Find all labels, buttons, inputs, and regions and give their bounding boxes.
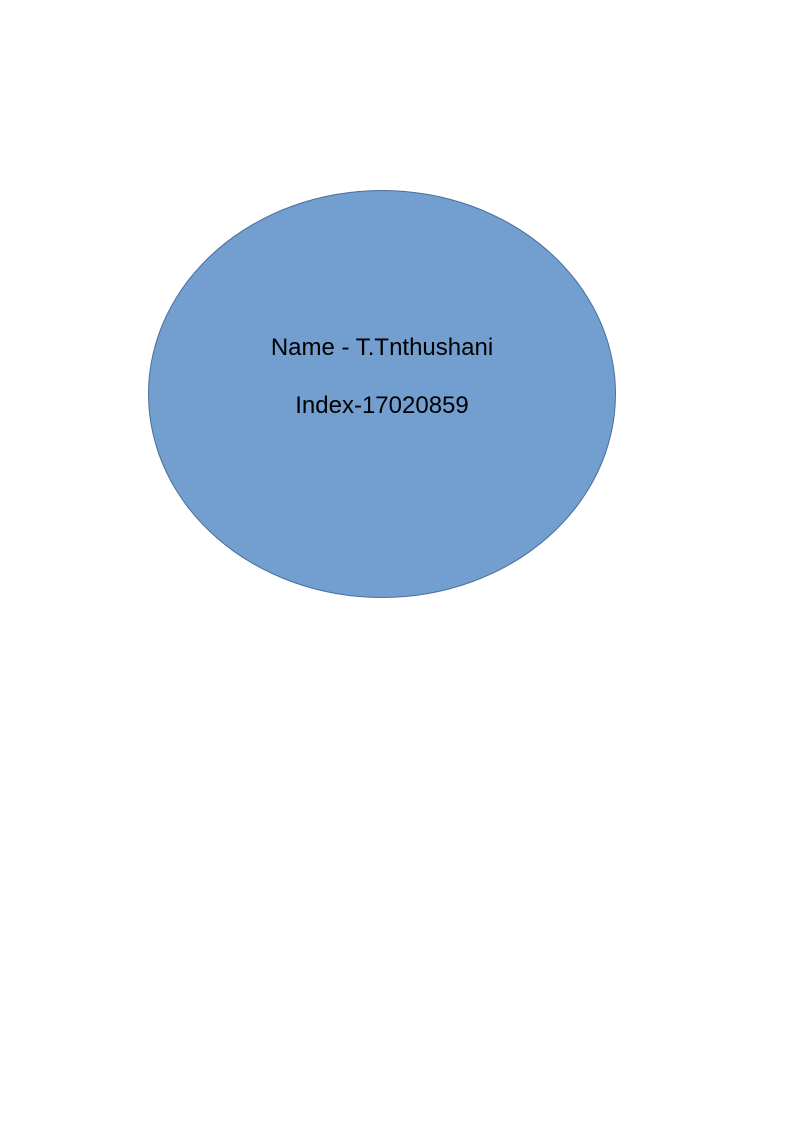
name-text: Name - T.Tnthushani	[270, 334, 494, 361]
index-text: Index-17020859	[295, 392, 469, 419]
ellipse-shape: Name - T.Tnthushani Index-17020859	[148, 190, 616, 598]
